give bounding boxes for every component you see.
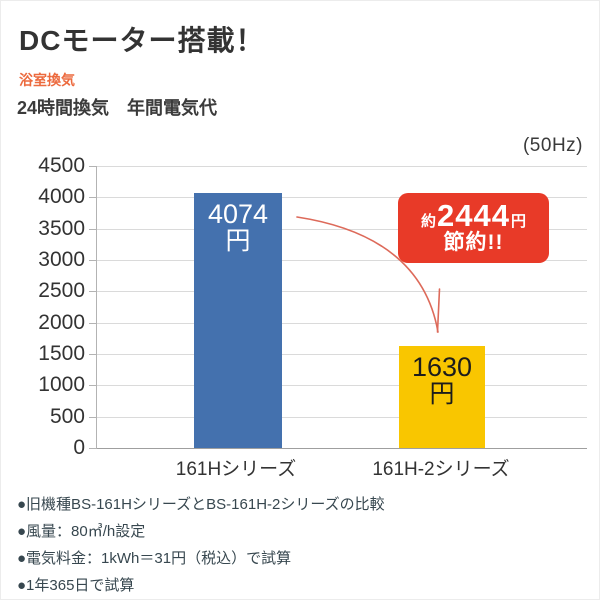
savings-badge: 約 2444 円 節約!! (398, 193, 549, 263)
y-axis-tick-label: 3000 (38, 248, 85, 271)
footnote-comparison: ●旧機種BS-161HシリーズとBS-161H-2シリーズの比較 (17, 496, 385, 513)
bar-value-label: 4074 円 (194, 193, 282, 255)
page-title: DCモーター搭載！ (19, 25, 265, 56)
axis-tick (89, 260, 97, 261)
bar-old-unit: 円 (225, 227, 251, 256)
bar-new-amount: 1630 (411, 351, 473, 382)
footnote-rate: ●電気料金：1kWh＝31円（税込）で試算 (17, 550, 292, 567)
savings-unit: 円 (510, 213, 526, 230)
gridline (97, 322, 587, 324)
axis-tick (89, 385, 97, 387)
savings-prefix: 約 (421, 213, 437, 230)
axis-tick (89, 354, 97, 355)
y-axis-tick-label: 0 (73, 436, 85, 459)
y-axis-tick-label: 1500 (38, 342, 85, 365)
savings-amount: 2444 (437, 198, 510, 233)
y-axis-tick-label: 2000 (38, 310, 85, 334)
bar-new-unit: 円 (429, 380, 455, 409)
y-axis-tick-label: 2500 (38, 279, 85, 303)
category-label: 浴室換気 (19, 72, 75, 88)
axis-tick (89, 197, 97, 199)
x-axis-label-161h2: 161H-2シリーズ (372, 459, 510, 480)
bar-value-label: 1630 円 (399, 346, 485, 408)
bar-161h-series: 4074 円 (194, 192, 282, 448)
gridline (97, 354, 587, 355)
gridline (97, 291, 587, 293)
savings-label: 節約!! (443, 231, 504, 254)
axis-tick (89, 322, 97, 324)
frequency-note: (50Hz) (522, 135, 583, 156)
chart-subtitle: 24時間換気 年間電気代 (17, 98, 218, 118)
x-axis-label-161h: 161Hシリーズ (175, 459, 297, 480)
gridline (97, 197, 587, 199)
bar-old-amount: 4074 (207, 198, 269, 229)
footnote-days: ●1年365日で試算 (17, 577, 135, 594)
gridline (97, 416, 587, 418)
savings-amount-line: 約 2444 円 (398, 200, 549, 231)
plot-area: 4074 円 1630 円 (89, 166, 587, 449)
gridline (97, 166, 587, 167)
bar-161h2-series: 1630 円 (399, 345, 485, 448)
footnote-airflow: ●風量：80㎥/h設定 (17, 523, 146, 540)
y-axis-tick-label: 4500 (38, 154, 85, 177)
axis-tick (89, 228, 97, 230)
y-axis-tick-label: 500 (49, 404, 85, 428)
y-axis-tick-label: 3500 (38, 216, 85, 240)
axis-tick (89, 291, 97, 293)
axis-tick (89, 416, 97, 418)
axis-tick (89, 166, 97, 167)
y-axis-tick-label: 1000 (38, 373, 85, 397)
footnotes: ●旧機種BS-161HシリーズとBS-161H-2シリーズの比較 ●風量：80㎥… (17, 491, 385, 599)
gridline (97, 448, 587, 449)
y-axis-tick-label: 4000 (38, 185, 85, 209)
axis-tick (89, 448, 97, 449)
gridline (97, 385, 587, 387)
